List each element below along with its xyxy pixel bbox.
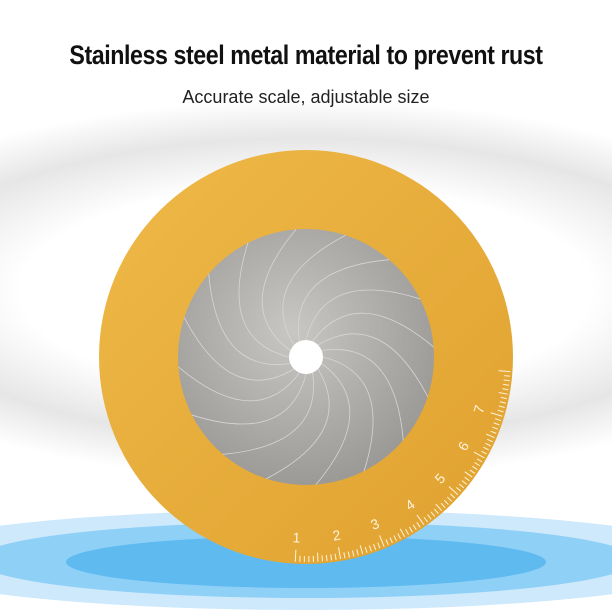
scale-tick	[498, 392, 508, 395]
scale-tick	[476, 458, 483, 463]
scale-label: 2	[331, 527, 342, 544]
headline: Stainless steel metal material to preven…	[69, 40, 543, 70]
scale-label: 1	[292, 529, 301, 545]
iris-blade-edge	[208, 273, 291, 365]
scale-tick	[464, 476, 470, 482]
scale-tick	[486, 438, 493, 443]
scale-tick	[316, 552, 319, 562]
iris-blade-edge	[298, 259, 390, 342]
scale-tick	[504, 375, 511, 377]
scale-tick	[294, 549, 297, 562]
scale-tick	[343, 552, 346, 559]
iris-blade-edge	[222, 372, 314, 455]
iris-blade-edge	[261, 229, 297, 351]
scale-tick	[377, 542, 381, 549]
scale-tick	[359, 545, 364, 555]
scale-tick	[443, 499, 449, 505]
scale-tick	[356, 549, 359, 556]
iris-blade-edge	[183, 317, 295, 381]
scale-tick	[379, 535, 385, 547]
scale-ticks	[294, 370, 511, 562]
scale-tick	[399, 528, 406, 537]
iris-blade-edge	[178, 366, 300, 402]
scale-tick	[405, 529, 409, 535]
scale-tick	[474, 462, 481, 467]
scale-tick	[498, 405, 505, 408]
scale-tick	[427, 514, 432, 520]
scale-tick	[490, 412, 503, 417]
scale-tick	[483, 446, 489, 451]
scale-tick	[434, 508, 439, 514]
scale-tick	[469, 469, 476, 474]
scale-tick	[325, 554, 328, 561]
scale-tick	[330, 554, 333, 561]
scale-tick	[503, 379, 510, 382]
scale-tick	[373, 543, 377, 550]
iris-blade-edge	[238, 242, 290, 358]
scale-tick	[440, 502, 446, 508]
iris-blade-edge	[266, 368, 330, 480]
scale-tick	[364, 546, 368, 553]
scale-tick	[416, 522, 421, 528]
scale-tick	[368, 545, 372, 552]
iris-blade-edge	[305, 289, 421, 341]
subheadline: Accurate scale, adjustable size	[182, 87, 430, 107]
scale-tick	[481, 450, 487, 455]
scale-tick	[492, 426, 499, 430]
scale-tick	[498, 370, 511, 373]
scale-tick	[461, 480, 467, 485]
scale-tick	[408, 526, 413, 533]
scale-tick	[385, 539, 389, 545]
iris-blade-edge	[317, 333, 429, 397]
scale-tick	[416, 514, 425, 526]
scale-tick	[490, 430, 497, 434]
scale-tick	[338, 547, 342, 560]
iris-blade-edge	[191, 373, 307, 425]
scale-tick	[497, 409, 504, 413]
scale-tick	[393, 535, 397, 542]
scale-tick	[397, 533, 402, 540]
scale-tick	[334, 553, 337, 560]
scale-tick	[412, 524, 417, 531]
iris-blade-edge	[282, 234, 346, 346]
scale-tick	[347, 551, 350, 558]
scale-tick	[500, 396, 507, 400]
scale-tick	[446, 496, 452, 502]
center-hole	[289, 340, 323, 374]
scale-tick	[430, 511, 436, 517]
iris-blades	[178, 229, 434, 485]
scale-tick	[485, 442, 491, 447]
scale-tick	[464, 471, 473, 478]
scale-tick	[450, 493, 456, 499]
scale-tick	[499, 401, 506, 404]
scale-tick	[456, 486, 462, 492]
scale-tick	[495, 418, 502, 422]
scale-tick	[448, 486, 459, 496]
scale-tick	[503, 383, 510, 386]
scale-tick	[435, 503, 443, 511]
scale-tick	[458, 483, 465, 489]
scale-tick	[493, 422, 500, 426]
scale-tick	[423, 516, 428, 523]
scale-tick	[352, 550, 355, 557]
iris-blade-edge	[315, 363, 351, 485]
scale-tick	[486, 433, 495, 439]
scale-tick	[473, 451, 485, 459]
scale-tick	[502, 388, 509, 391]
iris-blade-edge	[312, 312, 434, 348]
scale-tick	[472, 465, 478, 470]
iris-blade-edge	[321, 349, 404, 441]
scale-tick	[389, 537, 393, 544]
iris-blade-edge	[322, 356, 374, 472]
